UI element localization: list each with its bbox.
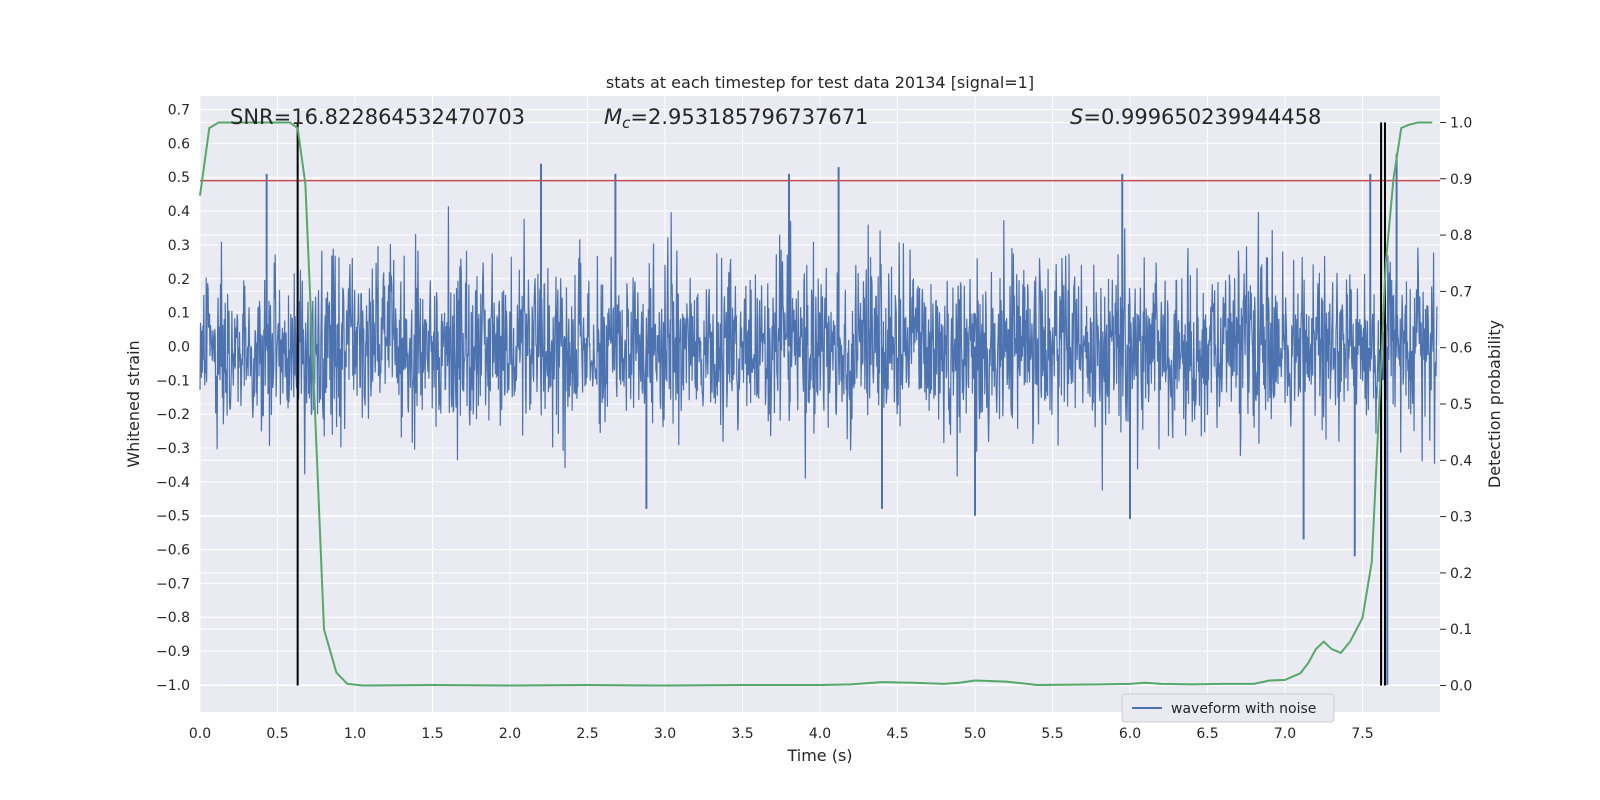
y-tick-label: 0.2	[168, 272, 190, 288]
x-tick-label: 0.5	[266, 726, 288, 742]
significance-symbol: S	[1070, 105, 1083, 129]
chirp-mass-annotation: Mc=2.953185796737671	[604, 105, 868, 132]
significance-value: =0.999650239944458	[1083, 105, 1321, 129]
y-tick-label: −0.6	[156, 543, 190, 559]
chirp-mass-value: =2.953185796737671	[630, 105, 868, 129]
waveform-with-noise-series	[199, 153, 1438, 685]
y-tick-label: −0.4	[156, 475, 190, 491]
y-tick-label: −0.2	[156, 407, 190, 423]
x-tick-label: 7.5	[1351, 726, 1373, 742]
legend-entry: waveform with noise	[1171, 701, 1316, 717]
y-tick-label: 0.6	[168, 136, 190, 152]
x-tick-label: 5.5	[1041, 726, 1063, 742]
y2-tick-label: 0.2	[1450, 566, 1472, 582]
chirp-mass-subscript: c	[622, 114, 631, 132]
x-tick-label: 3.0	[654, 726, 676, 742]
chirp-mass-symbol: M	[604, 105, 622, 129]
waveform-noise-trace	[199, 206, 1438, 491]
x-tick-label: 0.0	[189, 726, 211, 742]
axis-ticks: 0.0 0.5 1.0 1.5 2.0 2.5 3.0 3.5 4.0 4.5 5.0 5.5 6.0 6…	[156, 103, 1472, 742]
x-tick-label: 1.5	[421, 726, 443, 742]
y-tick-label: −0.8	[156, 610, 190, 626]
x-tick-label: 2.0	[499, 726, 521, 742]
y-tick-label: 0.3	[168, 238, 190, 254]
y2-tick-label: 0.1	[1450, 622, 1472, 638]
y2-tick-label: 0.6	[1450, 341, 1472, 357]
y2-tick-label: 0.4	[1450, 453, 1472, 469]
x-tick-label: 6.0	[1119, 726, 1141, 742]
y-tick-label: 0.4	[168, 204, 190, 220]
reference-lines	[200, 122, 1440, 686]
y-tick-label: −0.1	[156, 373, 190, 389]
snr-annotation: SNR=16.822864532470703	[230, 105, 525, 129]
y-tick-label: 0.5	[168, 170, 190, 186]
y-axis-label: Whitened strain	[124, 340, 143, 467]
y-tick-label: −0.5	[156, 509, 190, 525]
detection-probability-series	[199, 121, 1433, 687]
y-tick-label: 0.0	[168, 339, 190, 355]
x-tick-label: 6.5	[1196, 726, 1218, 742]
y-tick-label: 0.1	[168, 306, 190, 322]
y2-tick-label: 0.8	[1450, 228, 1472, 244]
y2-tick-label: 0.0	[1450, 679, 1472, 695]
y-tick-label: −1.0	[156, 678, 190, 694]
x-tick-label: 1.0	[344, 726, 366, 742]
y2-tick-label: 0.7	[1450, 284, 1472, 300]
y2-tick-label: 0.5	[1450, 397, 1472, 413]
significance-annotation: S=0.999650239944458	[1070, 105, 1321, 129]
y2-tick-label: 1.0	[1450, 115, 1472, 131]
x-tick-label: 3.5	[731, 726, 753, 742]
chart-title: stats at each timestep for test data 201…	[606, 73, 1034, 92]
legend-box	[1121, 693, 1335, 723]
y2-tick-label: 0.3	[1450, 510, 1472, 526]
x-tick-label: 2.5	[576, 726, 598, 742]
x-tick-label: 7.0	[1274, 726, 1296, 742]
y2-axis-label: Detection probability	[1485, 320, 1504, 488]
x-tick-label: 5.0	[964, 726, 986, 742]
y2-tick-label: 0.9	[1450, 172, 1472, 188]
y-tick-label: −0.9	[156, 644, 190, 660]
y-tick-label: 0.7	[168, 103, 190, 119]
legend: waveform with noise	[1121, 693, 1335, 723]
x-axis-label: Time (s)	[786, 746, 852, 765]
detection-probability-line	[199, 121, 1433, 687]
y-tick-label: −0.3	[156, 441, 190, 457]
x-tick-label: 4.5	[886, 726, 908, 742]
y-tick-label: −0.7	[156, 576, 190, 592]
x-tick-label: 4.0	[809, 726, 831, 742]
